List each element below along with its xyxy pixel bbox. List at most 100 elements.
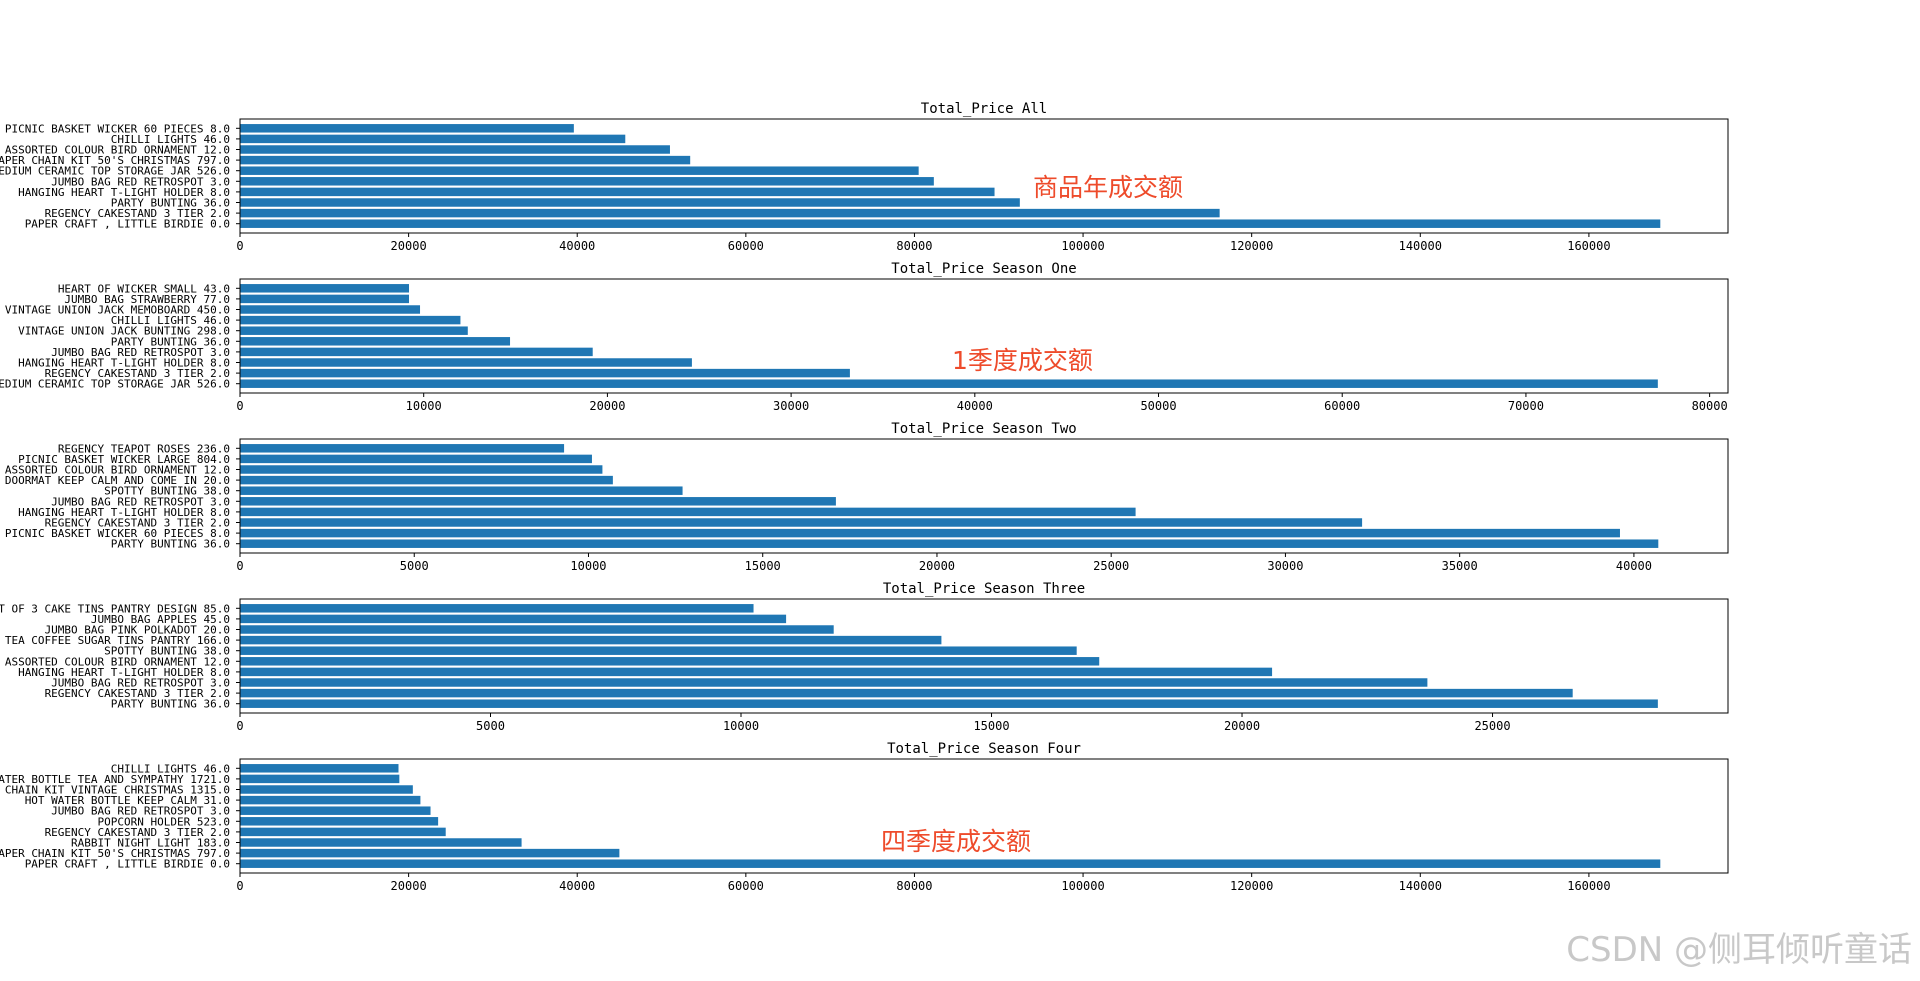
y-tick-label: CHILLI LIGHTS 46.0 [111, 133, 230, 146]
bar [240, 507, 1136, 517]
bar [240, 817, 439, 826]
bar [240, 198, 1020, 207]
x-tick-label: 0 [236, 559, 243, 573]
y-tick-label: VINTAGE UNION JACK BUNTING 298.0 [18, 325, 230, 338]
y-tick-label: SPOTTY BUNTING 38.0 [104, 645, 230, 658]
x-tick-label: 30000 [773, 399, 809, 413]
y-tick-label: CHILLI LIGHTS 46.0 [111, 762, 230, 775]
bar [240, 539, 1659, 548]
axes-frame [239, 438, 1729, 554]
bar [240, 358, 692, 367]
chart-title: Total_Price All [921, 101, 1047, 117]
y-tick-label: JUMBO BAG PINK POLKADOT 20.0 [45, 624, 230, 637]
x-tick-label: 60000 [728, 879, 764, 893]
bar [240, 764, 399, 773]
chart-title: Total_Price Season Four [887, 741, 1081, 757]
y-tick-label: REGENCY CAKESTAND 3 TIER 2.0 [45, 517, 230, 530]
bar [240, 859, 1661, 868]
bar [240, 444, 565, 453]
y-tick-label: PAPER CHAIN KIT 50'S CHRISTMAS 797.0 [0, 847, 230, 860]
bar [240, 219, 1661, 228]
y-tick-label: ASSORTED COLOUR BIRD ORNAMENT 12.0 [5, 144, 230, 157]
x-tick-label: 40000 [957, 399, 993, 413]
bar [240, 454, 592, 464]
y-tick-label: CHILLI LIGHTS 46.0 [111, 314, 230, 327]
x-tick-label: 10000 [723, 719, 759, 733]
x-tick-label: 25000 [1093, 559, 1129, 573]
y-tick-label: ASSORTED COLOUR BIRD ORNAMENT 12.0 [5, 464, 230, 477]
y-tick-label: SET OF 3 CAKE TINS PANTRY DESIGN 85.0 [0, 602, 230, 615]
x-tick-label: 80000 [896, 879, 932, 893]
bar [240, 625, 834, 634]
x-tick-label: 60000 [728, 239, 764, 253]
bar [240, 774, 400, 784]
x-tick-label: 80000 [1692, 399, 1728, 413]
x-tick-label: 35000 [1442, 559, 1478, 573]
x-tick-label: 40000 [559, 239, 595, 253]
y-tick-label: SET 3 RETROSPOT TEA COFFEE SUGAR TINS PA… [0, 634, 230, 647]
bar [240, 177, 934, 186]
y-tick-label: MEDIUM CERAMIC TOP STORAGE JAR 526.0 [0, 378, 230, 391]
x-tick-label: 70000 [1508, 399, 1544, 413]
chart-title: Total_Price Season One [891, 261, 1076, 277]
bar [240, 315, 461, 325]
chart-title: Total_Price Season Two [891, 421, 1076, 437]
y-tick-label: VINTAGE UNION JACK MEMOBOARD 450.0 [5, 304, 230, 317]
axes-frame [239, 278, 1729, 394]
bar [240, 124, 574, 133]
x-tick-label: 10000 [406, 399, 442, 413]
x-tick-label: 100000 [1061, 879, 1104, 893]
annotation-annual: 商品年成交额 [1033, 173, 1184, 202]
y-tick-label: JUMBO BAG RED RETROSPOT 3.0 [51, 805, 230, 818]
y-tick-label: PAPER CRAFT , LITTLE BIRDIE 0.0 [25, 858, 230, 871]
bar [240, 785, 413, 794]
y-tick-label: REGENCY CAKESTAND 3 TIER 2.0 [45, 207, 230, 220]
x-tick-label: 0 [236, 879, 243, 893]
axes-frame [239, 598, 1729, 714]
y-tick-label: JUMBO BAG RED RETROSPOT 3.0 [51, 175, 230, 188]
bar [240, 305, 421, 314]
x-tick-label: 20000 [919, 559, 955, 573]
x-tick-label: 10000 [570, 559, 606, 573]
x-tick-label: 20000 [1224, 719, 1260, 733]
bar [240, 827, 446, 837]
bar [240, 465, 603, 474]
y-tick-label: HOT WATER BOTTLE KEEP CALM 31.0 [25, 794, 230, 807]
y-tick-label: PARTY BUNTING 36.0 [111, 335, 230, 348]
x-tick-label: 160000 [1567, 879, 1610, 893]
y-tick-label: PARTY BUNTING 36.0 [111, 538, 230, 551]
bar [240, 166, 919, 175]
y-tick-label: PAPER CHAIN KIT 50'S CHRISTMAS 797.0 [0, 154, 230, 167]
y-tick-label: REGENCY CAKESTAND 3 TIER 2.0 [45, 826, 230, 839]
bar [240, 284, 410, 293]
x-tick-label: 140000 [1399, 879, 1442, 893]
bar [240, 604, 754, 613]
y-tick-label: MEDIUM CERAMIC TOP STORAGE JAR 526.0 [0, 165, 230, 178]
x-tick-label: 20000 [589, 399, 625, 413]
y-tick-label: PAPER CHAIN KIT VINTAGE CHRISTMAS 1315.0 [0, 784, 230, 797]
x-tick-label: 140000 [1399, 239, 1442, 253]
bar [240, 155, 691, 165]
annotation-season-four: 四季度成交额 [881, 827, 1032, 856]
bar [240, 337, 511, 346]
x-tick-label: 160000 [1567, 239, 1610, 253]
x-tick-label: 5000 [476, 719, 505, 733]
x-tick-label: 30000 [1267, 559, 1303, 573]
x-tick-label: 50000 [1140, 399, 1176, 413]
x-tick-label: 0 [236, 399, 243, 413]
bar [240, 688, 1573, 698]
axes-frame [239, 118, 1729, 234]
bar [240, 145, 670, 154]
bar [240, 646, 1077, 655]
x-tick-label: 20000 [391, 879, 427, 893]
bar [240, 667, 1273, 677]
bar [240, 806, 431, 815]
y-tick-label: HANGING HEART T-LIGHT HOLDER 8.0 [18, 186, 230, 199]
x-tick-label: 0 [236, 239, 243, 253]
x-tick-label: 100000 [1061, 239, 1104, 253]
bar [240, 475, 613, 485]
bar [240, 848, 620, 858]
